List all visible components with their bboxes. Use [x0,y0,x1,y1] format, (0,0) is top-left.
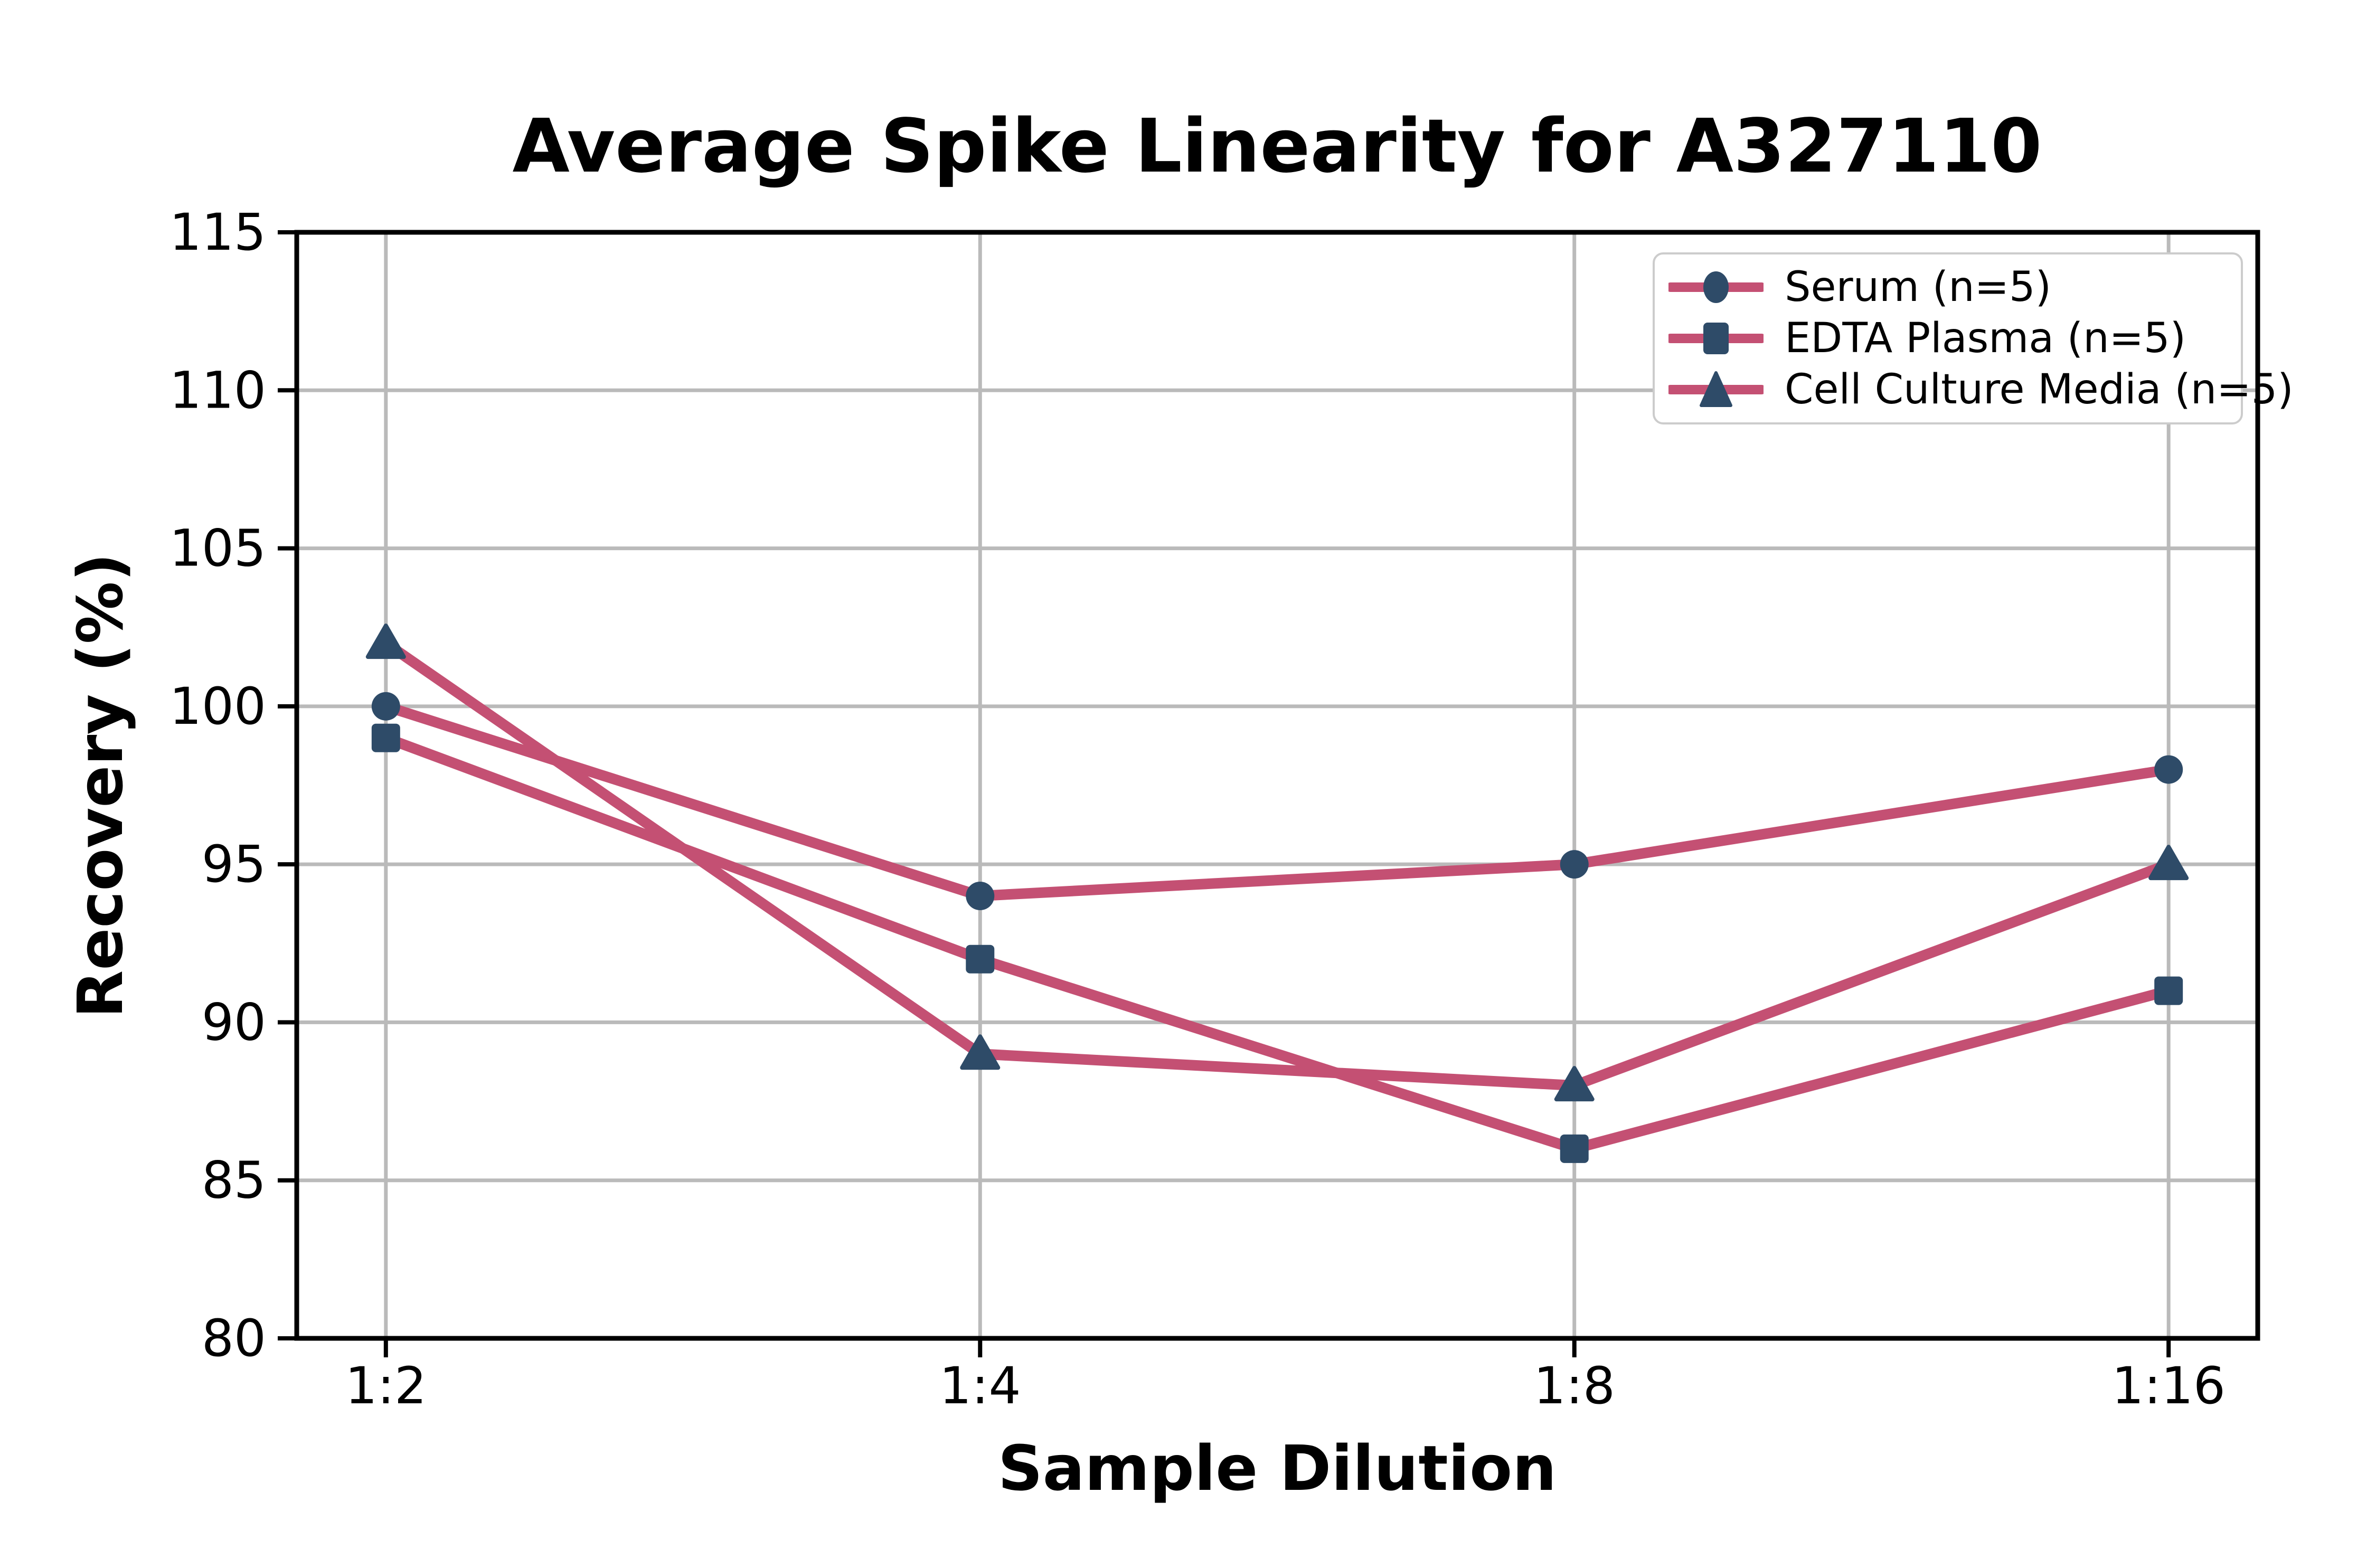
legend: Serum (n=5) EDTA Plasma (n=5) Cell Culture… [1653,252,2294,424]
triangle-marker [365,624,406,659]
x-tick-label: 1:2 [345,1356,427,1415]
y-tick-label: 105 [169,519,266,578]
x-axis-label: Sample Dilution [997,1432,1557,1505]
circle-marker [1560,850,1589,879]
y-tick-label: 115 [169,203,266,262]
y-axis-label: Recovery (%) [64,553,137,1018]
series-line [380,701,2174,901]
axis-ticks: 80 85 90 95 100 105 110 115 1:2 1:4 1:8 1:16 [169,203,2226,1415]
y-tick-label: 80 [202,1309,266,1368]
square-marker [966,944,995,974]
square-marker [1560,1134,1589,1163]
triangle-marker [1554,1066,1595,1102]
y-tick-label: 85 [202,1151,266,1210]
legend-item-label: Serum (n=5) [1785,263,2052,311]
y-tick-label: 95 [202,835,266,894]
x-tick-label: 1:4 [939,1356,1021,1415]
legend-item: Serum (n=5) [1668,263,2225,311]
series-line [380,732,2174,1154]
circle-marker [966,882,995,910]
legend-swatch-triangle-icon [1668,371,1764,407]
legend-swatch-circle-icon [1668,271,1764,304]
circle-marker [371,692,400,721]
x-tick-label: 1:8 [1533,1356,1615,1415]
series-line [380,638,2174,1091]
x-tick-label: 1:16 [2111,1356,2226,1415]
legend-item-label: Cell Culture Media (n=5) [1785,365,2294,413]
gridlines [297,232,2258,1338]
legend-item: Cell Culture Media (n=5) [1668,366,2294,413]
y-tick-label: 110 [169,361,266,420]
triangle-marker [960,1034,1001,1070]
y-tick-label: 90 [202,993,266,1052]
chart-title: Average Spike Linearity for A327110 [512,103,2042,190]
y-tick-label: 100 [169,677,266,736]
legend-swatch-square-icon [1668,322,1764,354]
plot-border [294,230,2260,1341]
legend-item-label: EDTA Plasma (n=5) [1785,314,2186,362]
legend-item: EDTA Plasma (n=5) [1668,315,2225,362]
series-markers [365,624,2189,1163]
circle-marker [2154,755,2183,784]
square-marker [2154,976,2183,1005]
triangle-marker [2148,845,2189,881]
series-lines [380,638,2174,1154]
square-marker [371,723,400,752]
